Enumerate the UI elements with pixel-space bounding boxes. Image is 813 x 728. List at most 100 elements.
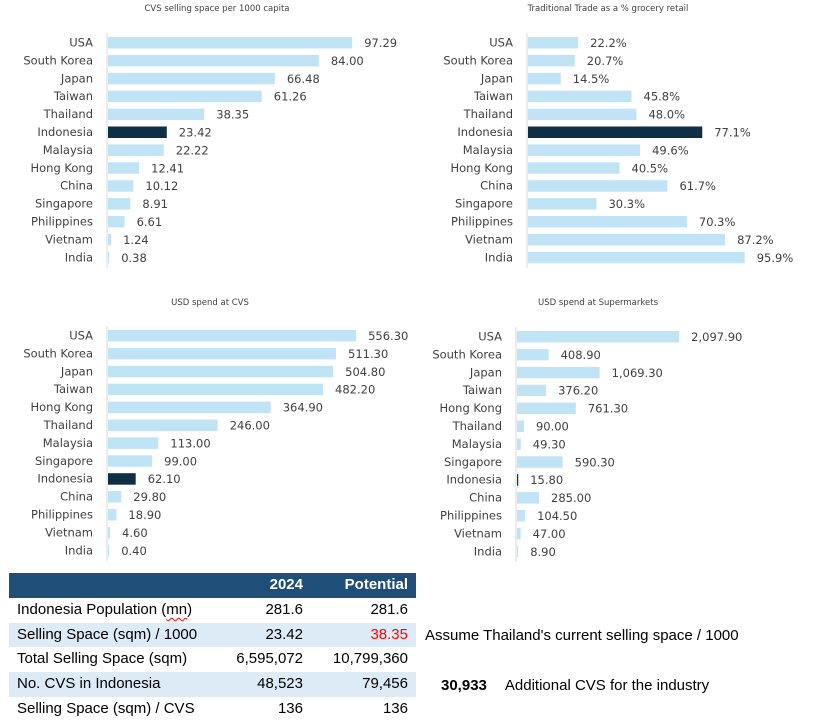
category-label: South Korea [443, 53, 513, 67]
data-label: 22.2% [590, 36, 627, 50]
data-label: 761.30 [588, 402, 628, 416]
table-row-selling-space-per-1000: Selling Space (sqm) / 1000 23.42 38.35 [9, 622, 416, 648]
category-label: Malaysia [452, 437, 502, 451]
bar-japan [528, 72, 561, 85]
row-label-text-end: ) [187, 600, 193, 618]
bar-thailand [108, 419, 218, 431]
category-label: Indonesia [37, 125, 93, 139]
data-label: 556.30 [368, 329, 408, 343]
data-label: 66.48 [287, 72, 320, 86]
bar-philippines [108, 509, 117, 521]
data-label: 22.22 [176, 143, 209, 157]
value-2024: 23.42 [265, 625, 303, 643]
bar-south-korea [517, 348, 549, 361]
bar-hong-kong [108, 401, 271, 414]
data-label: 15.80 [530, 473, 563, 487]
row-label: Selling Space (sqm) / 1000 [17, 625, 198, 643]
bar-india [108, 251, 110, 264]
data-label: 70.3% [699, 215, 736, 229]
category-label: India [485, 250, 513, 264]
category-label: Vietnam [454, 526, 502, 540]
category-label: Singapore [455, 197, 513, 211]
value-potential: 10,799,360 [332, 650, 408, 668]
category-label: India [474, 544, 502, 558]
bar-indonesia [108, 126, 167, 138]
table-header-potential: Potential [344, 576, 408, 593]
data-label: 511.30 [348, 347, 388, 361]
bar-hong-kong [517, 402, 576, 415]
bar-usa [108, 37, 353, 49]
data-label: 30.3% [608, 197, 645, 211]
data-label: 590.30 [575, 455, 615, 469]
data-label: 6.61 [137, 215, 163, 229]
bar-singapore [108, 198, 131, 210]
category-label: Hong Kong [439, 401, 502, 415]
category-label: Singapore [444, 455, 502, 469]
category-label: Malaysia [463, 143, 513, 157]
category-label: Malaysia [43, 436, 93, 450]
row-label-text: Indonesia Population ( [17, 600, 167, 618]
bar-usa [517, 331, 680, 343]
bar-thailand [528, 108, 637, 121]
data-label: 87.2% [737, 233, 774, 247]
category-label: Indonesia [457, 125, 513, 139]
data-label: 0.38 [121, 251, 147, 265]
category-label: Vietnam [45, 232, 93, 246]
charts-canvas: CVS selling space per 1000 capita USA 97.2… [23, 4, 793, 562]
data-label: 285.00 [551, 491, 591, 505]
data-label: 8.90 [530, 545, 556, 559]
category-label: Japan [60, 364, 93, 378]
data-label: 504.80 [345, 365, 385, 379]
category-label: Philippines [451, 215, 513, 229]
data-label: 4.60 [122, 526, 148, 540]
category-label: USA [489, 36, 513, 50]
bar-china [517, 492, 540, 504]
category-label: Indonesia [446, 473, 502, 487]
chart-title: USD spend at Supermarkets [538, 298, 659, 308]
category-label: Hong Kong [30, 400, 93, 414]
bar-japan [108, 365, 334, 378]
bar-taiwan [528, 90, 632, 103]
category-label: USA [69, 36, 93, 50]
table-row-cvs-count: No. CVS in Indonesia 48,523 79,456 [9, 672, 416, 697]
bar-south-korea [528, 54, 575, 67]
chart-group-1: Traditional Trade as a % grocery retail U… [443, 4, 793, 268]
data-label: 61.26 [274, 90, 307, 104]
assumption-note: Assume Thailand's current selling space … [425, 627, 739, 644]
data-label: 97.29 [364, 36, 397, 50]
chart-title: USD spend at CVS [171, 298, 249, 308]
category-label: Japan [469, 365, 502, 379]
category-label: Japan [60, 71, 93, 85]
category-label: South Korea [432, 347, 502, 361]
chart-group-0: CVS selling space per 1000 capita USA 97.2… [23, 4, 397, 268]
spellcheck-flagged-word: mn [166, 600, 188, 618]
bar-malaysia [517, 438, 521, 450]
bar-china [528, 180, 668, 192]
bar-singapore [517, 456, 563, 468]
category-label: USA [478, 330, 502, 344]
category-label: Singapore [35, 454, 93, 468]
category-label: China [480, 179, 513, 193]
category-label: USA [69, 329, 93, 343]
data-label: 77.1% [714, 126, 751, 140]
category-label: China [60, 179, 93, 193]
value-potential: 38.35 [370, 625, 408, 643]
data-label: 482.20 [335, 383, 375, 397]
value-2024: 281.6 [265, 600, 303, 618]
bar-china [108, 180, 134, 192]
data-label: 1.24 [123, 233, 149, 247]
category-label: Singapore [35, 197, 93, 211]
data-label: 23.42 [179, 126, 212, 140]
category-label: Malaysia [43, 143, 93, 157]
bar-china [108, 491, 122, 503]
bar-taiwan [108, 90, 262, 103]
data-label: 45.8% [644, 90, 681, 104]
data-label: 10.12 [145, 179, 178, 193]
table-header-2024: 2024 [269, 576, 303, 593]
data-label: 38.35 [216, 108, 249, 122]
category-label: Thailand [452, 419, 502, 433]
bar-thailand [108, 108, 205, 121]
table-row-space-per-cvs: Selling Space (sqm) / CVS 136 136 [9, 697, 416, 722]
category-label: Thailand [463, 107, 513, 121]
category-label: Indonesia [37, 472, 93, 486]
